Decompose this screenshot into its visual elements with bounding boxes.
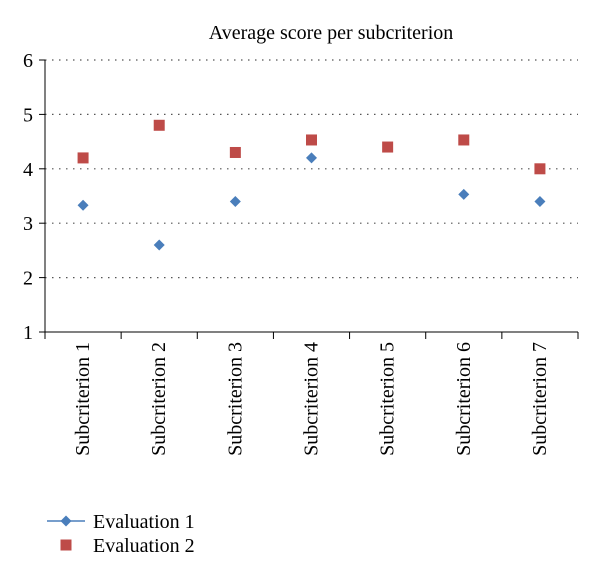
chart-title: Average score per subcriterion [209,22,454,44]
y-tick-label: 3 [23,213,33,235]
point-evaluation-2 [458,134,470,146]
point-evaluation-1 [229,195,241,207]
x-tick-label: Subcriterion 7 [529,342,551,456]
point-evaluation-2 [153,119,165,131]
y-tick-label: 4 [23,159,33,181]
x-tick-label: Subcriterion 2 [148,342,170,456]
point-evaluation-2 [382,141,394,153]
point-evaluation-2 [229,146,241,158]
gridlines [45,59,578,279]
legend-marker-evaluation-2 [60,539,72,551]
legend-label-evaluation-2: Evaluation 2 [93,535,195,557]
data-points [77,119,546,251]
x-tick-label: Subcriterion 3 [224,342,246,456]
y-tick-labels: 1 2 3 4 5 6 [23,50,33,344]
point-evaluation-2 [534,163,546,175]
point-evaluation-1 [77,199,89,211]
point-evaluation-1 [153,239,165,251]
point-evaluation-1 [306,152,317,164]
point-evaluation-1 [534,195,546,207]
point-evaluation-2 [77,152,89,164]
x-tick-label: Subcriterion 5 [377,342,399,456]
x-tick-label: Subcriterion 4 [301,342,323,456]
y-tick-label: 2 [23,268,33,290]
y-tick-label: 1 [23,322,33,344]
x-tick-label: Subcriterion 6 [453,342,475,456]
point-evaluation-2 [306,134,317,146]
x-tick-labels: Subcriterion 1 Subcriterion 2 Subcriterion… [72,342,551,456]
y-tick-label: 5 [23,104,33,126]
legend-label-evaluation-1: Evaluation 1 [93,511,195,533]
legend-marker-evaluation-1 [60,515,72,527]
point-evaluation-1 [458,188,470,200]
axes [39,59,579,339]
y-tick-label: 6 [23,50,33,72]
x-tick-label: Subcriterion 1 [72,342,94,456]
